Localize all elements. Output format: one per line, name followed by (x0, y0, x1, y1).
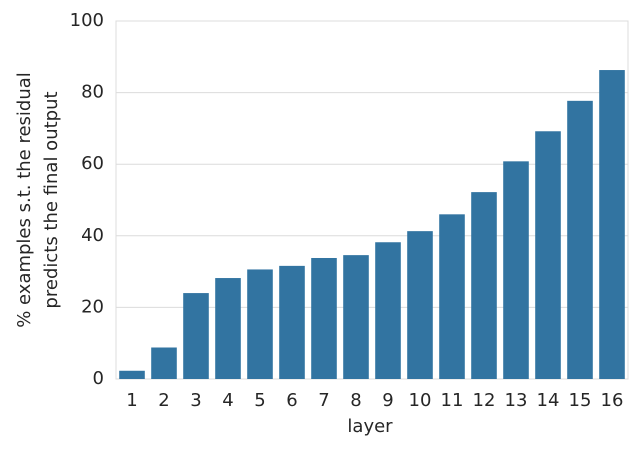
bar (215, 278, 241, 379)
x-tick-label: 4 (222, 390, 233, 411)
bar (183, 293, 209, 379)
x-tick-label: 1 (126, 390, 137, 411)
bar (407, 231, 433, 379)
x-tick-label: 13 (505, 390, 528, 411)
bar (439, 214, 465, 379)
y-tick-label: 80 (81, 82, 104, 103)
bar (247, 269, 273, 379)
x-tick-label: 16 (601, 390, 624, 411)
bar (311, 257, 337, 379)
x-tick-label: 6 (286, 390, 297, 411)
bar (599, 70, 625, 380)
x-tick-label: 15 (569, 390, 592, 411)
x-tick-label: 10 (409, 390, 432, 411)
y-axis-label-line: predicts the final output (41, 91, 62, 308)
y-tick-label: 20 (81, 296, 104, 317)
x-tick-label: 11 (441, 390, 464, 411)
x-tick-label: 9 (382, 390, 393, 411)
y-tick-label: 100 (70, 10, 104, 31)
bar (535, 131, 561, 379)
bar (503, 161, 529, 379)
bar (471, 192, 497, 379)
bar (567, 100, 593, 380)
y-tick-label: 0 (93, 368, 104, 389)
y-axis-label-line: % examples s.t. the residual (14, 72, 35, 328)
x-tick-label: 2 (158, 390, 169, 411)
y-axis-label: % examples s.t. the residual predicts th… (14, 72, 62, 328)
bar (343, 255, 369, 379)
x-tick-label: 8 (350, 390, 361, 411)
bar (151, 347, 177, 379)
bar (279, 265, 305, 379)
x-axis-label: layer (347, 416, 393, 437)
x-tick-label: 3 (190, 390, 201, 411)
x-tick-label: 12 (473, 390, 496, 411)
x-tick-label: 5 (254, 390, 265, 411)
y-tick-label: 40 (81, 225, 104, 246)
bar (375, 242, 401, 379)
bar (119, 370, 145, 379)
plot-frame (115, 20, 629, 380)
y-tick-label: 60 (81, 153, 104, 174)
x-tick-label: 14 (537, 390, 560, 411)
x-tick-label: 7 (318, 390, 329, 411)
